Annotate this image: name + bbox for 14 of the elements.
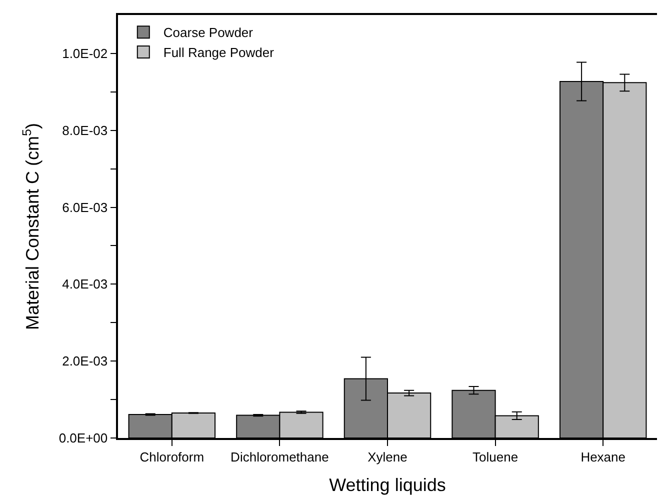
legend-label: Full Range Powder	[163, 45, 275, 60]
legend-label: Coarse Powder	[163, 25, 254, 40]
x-axis-title: Wetting liquids	[329, 474, 446, 495]
x-tick-label: Toluene	[472, 449, 518, 464]
x-tick-label: Xylene	[368, 449, 408, 464]
y-tick-label: 0.0E+00	[58, 430, 108, 446]
y-tick-label: 8.0E-03	[62, 122, 108, 138]
y-tick-label: 1.0E-02	[62, 46, 108, 61]
y-tick-label: 2.0E-03	[62, 354, 108, 369]
y-tick-label: 4.0E-03	[62, 276, 108, 292]
y-tick-label: 6.0E-03	[62, 200, 108, 215]
x-tick-label: Hexane	[580, 449, 626, 464]
x-tick-label: Chloroform	[140, 449, 204, 464]
x-tick-label: Dichloromethane	[230, 449, 329, 464]
